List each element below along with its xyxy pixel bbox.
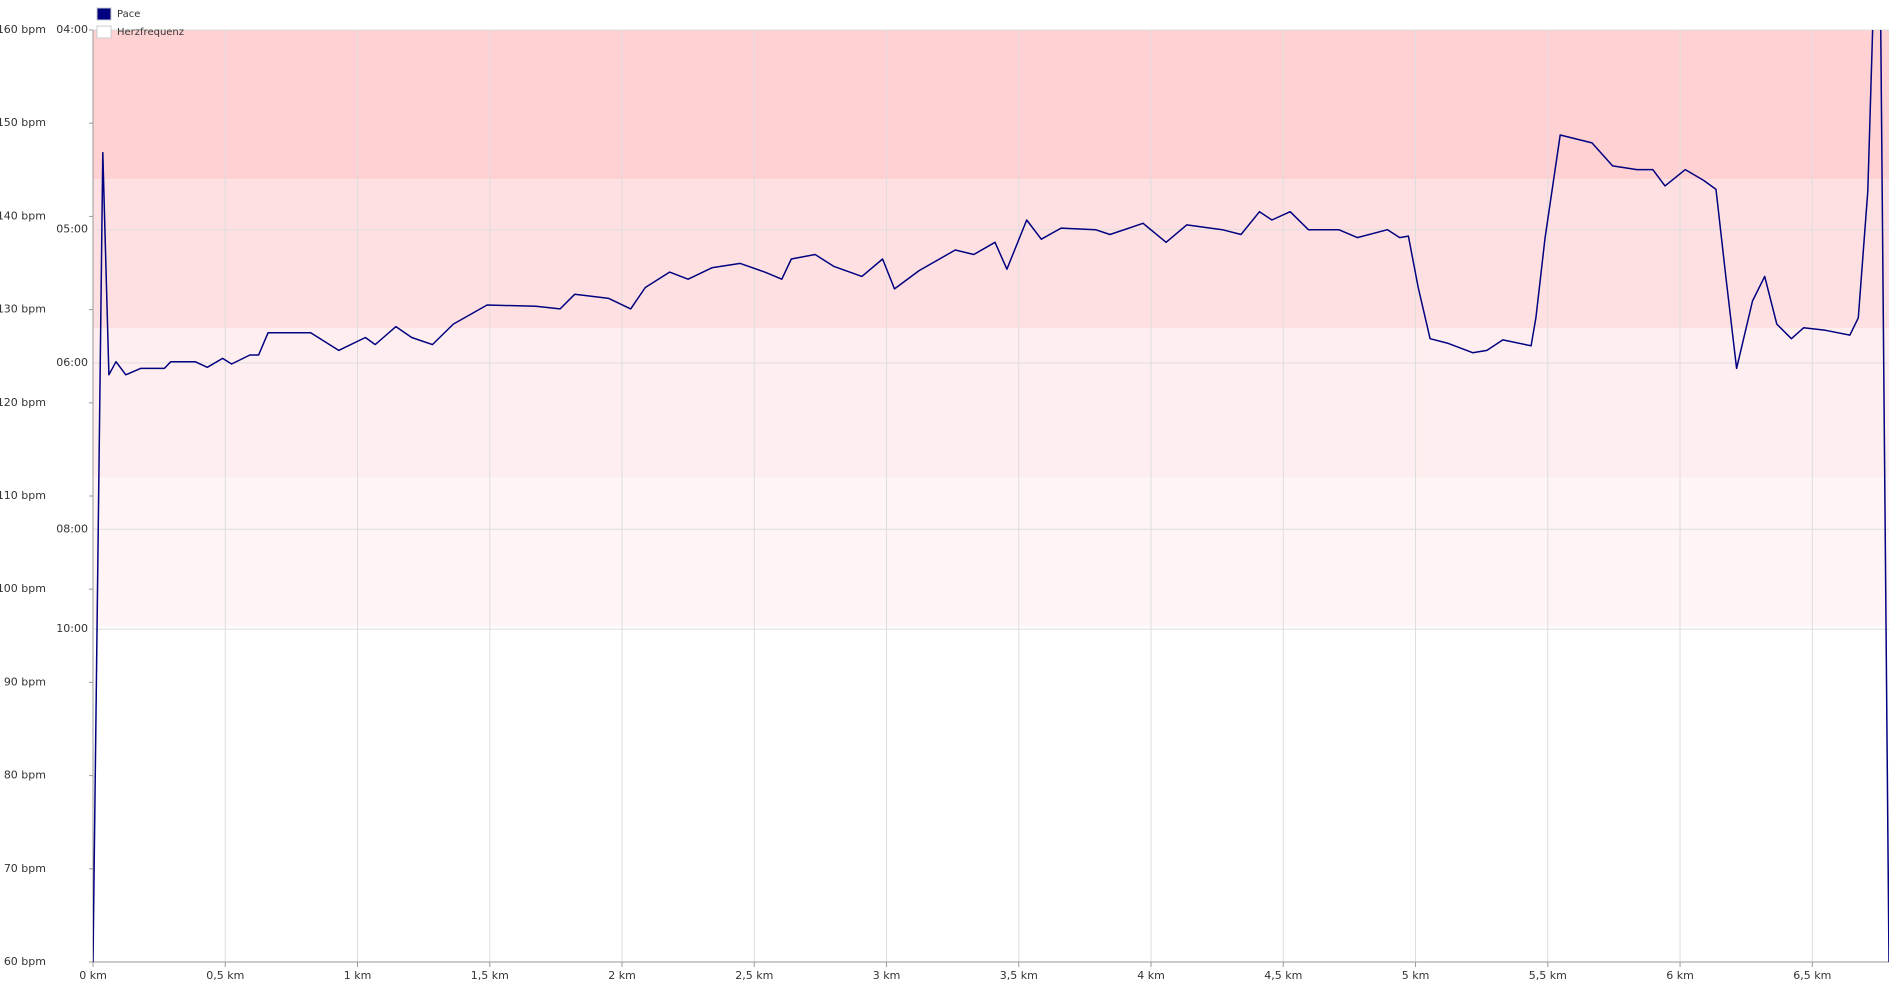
y-tick-label: 150 bpm [0, 116, 46, 129]
y-tick-label: 80 bpm [4, 769, 46, 782]
y2-tick-label: 08:00 [56, 522, 88, 535]
y-tick-label: 90 bpm [4, 675, 46, 688]
x-tick-label: 0,5 km [206, 969, 244, 982]
x-tick-label: 5,5 km [1529, 969, 1567, 982]
y2-tick-label: 04:00 [56, 23, 88, 36]
y-tick-label: 110 bpm [0, 489, 46, 502]
legend-label: Pace [117, 9, 140, 20]
legend: Pace Herzfrequenz [96, 7, 184, 39]
heart-rate-zone [93, 328, 1889, 478]
x-tick-label: 4 km [1137, 969, 1165, 982]
legend-swatch [96, 25, 112, 39]
y-tick-label: 60 bpm [4, 955, 46, 968]
x-tick-label: 4,5 km [1264, 969, 1302, 982]
x-tick-label: 2,5 km [735, 969, 773, 982]
y-tick-label: 120 bpm [0, 396, 46, 409]
x-tick-label: 3 km [873, 969, 901, 982]
legend-swatch [96, 7, 112, 21]
x-tick-label: 2 km [608, 969, 636, 982]
x-tick-label: 6 km [1666, 969, 1694, 982]
x-tick-label: 6,5 km [1793, 969, 1831, 982]
x-tick-label: 5 km [1402, 969, 1430, 982]
y2-tick-label: 10:00 [56, 622, 88, 635]
x-tick-label: 1,5 km [471, 969, 509, 982]
x-tick-label: 0 km [79, 969, 107, 982]
y-tick-label: 100 bpm [0, 582, 46, 595]
y-tick-label: 70 bpm [4, 862, 46, 875]
y-tick-label: 160 bpm [0, 23, 46, 36]
y-tick-label: 140 bpm [0, 209, 46, 222]
heart-rate-zone [93, 30, 1889, 180]
y-tick-label: 130 bpm [0, 303, 46, 316]
pace-line [93, 30, 1889, 962]
y2-tick-label: 06:00 [56, 356, 88, 369]
heart-rate-zone [93, 179, 1889, 329]
legend-label: Herzfrequenz [117, 27, 184, 38]
x-tick-label: 1 km [344, 969, 372, 982]
heart-rate-zone [93, 477, 1889, 627]
y2-tick-label: 05:00 [56, 223, 88, 236]
x-tick-label: 3,5 km [1000, 969, 1038, 982]
